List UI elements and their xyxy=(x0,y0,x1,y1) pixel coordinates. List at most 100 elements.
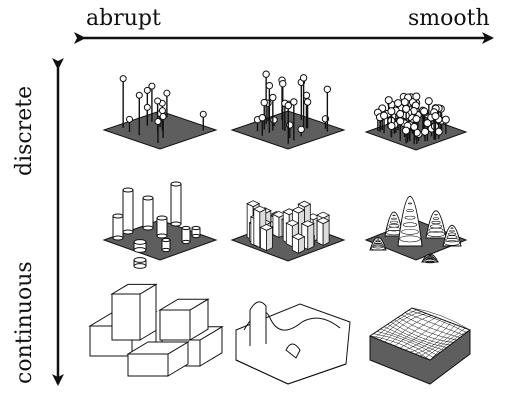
peak-contour xyxy=(434,213,438,216)
pin-head xyxy=(420,107,429,116)
peak-contour xyxy=(431,220,441,225)
peak-contour xyxy=(402,222,418,228)
mesh-line xyxy=(429,329,471,361)
pin-head xyxy=(387,121,396,130)
peak-contour xyxy=(422,258,438,264)
block-top-face xyxy=(300,220,315,228)
block-top-face xyxy=(246,200,261,208)
column-base xyxy=(133,263,147,269)
panel-continuous-middle xyxy=(235,301,351,385)
axis-label-discrete: discrete xyxy=(12,85,37,176)
column-body xyxy=(142,197,154,229)
mesh-line xyxy=(389,315,432,345)
axis-label-abrupt: abrupt xyxy=(86,6,161,31)
peak-contour xyxy=(371,244,385,249)
column-base xyxy=(161,247,171,253)
pin-head xyxy=(402,104,411,113)
block-right-face xyxy=(307,223,315,251)
pin-head xyxy=(148,82,156,90)
mesh-line xyxy=(419,326,461,357)
mesh-line xyxy=(424,327,466,359)
peak-contour xyxy=(423,257,437,262)
column-base xyxy=(156,233,168,239)
column-top xyxy=(133,257,147,263)
terrain-pit xyxy=(285,343,301,359)
pin-head xyxy=(262,70,270,78)
panel-continuous-smooth xyxy=(368,307,472,385)
terrain-step xyxy=(249,301,267,346)
mesh-line xyxy=(390,321,451,346)
block-top-face xyxy=(291,206,306,214)
block-top-face xyxy=(316,211,330,219)
axis-label-smooth: smooth xyxy=(408,6,490,31)
peak-contour xyxy=(406,209,414,212)
peak-contour xyxy=(404,215,416,220)
pin-head xyxy=(119,75,127,83)
panel-discrete-middle xyxy=(230,70,346,150)
mesh-line xyxy=(394,319,454,343)
peak-contour xyxy=(443,240,461,246)
mesh-line xyxy=(401,314,461,338)
peak-contour xyxy=(447,232,457,236)
pin-head xyxy=(394,99,403,108)
column-top xyxy=(181,225,191,231)
pin-head xyxy=(158,107,166,115)
peak-contour xyxy=(407,202,413,205)
column-top xyxy=(191,225,201,231)
peak-contour xyxy=(391,217,397,220)
block-top-face xyxy=(259,223,274,231)
panel-discrete-smooth xyxy=(364,92,468,151)
box-top xyxy=(158,298,210,311)
block-top-face xyxy=(291,233,306,241)
pin-head xyxy=(260,98,268,107)
column-base xyxy=(191,233,201,239)
block-top-face xyxy=(316,217,331,225)
mesh-line xyxy=(408,310,467,333)
axis-label-continuous: continuous xyxy=(12,261,37,384)
panel-intermediate-abrupt xyxy=(102,181,218,269)
mesh-line xyxy=(409,322,451,353)
block-left-face xyxy=(285,222,293,248)
pin-head xyxy=(402,126,411,135)
column-body xyxy=(112,215,124,239)
peak-contour xyxy=(389,220,399,224)
pin-head xyxy=(396,117,405,126)
pin-head xyxy=(297,125,305,134)
pin-head xyxy=(258,114,266,122)
peak-contour xyxy=(450,227,454,229)
pin-head xyxy=(303,98,312,106)
pin-head xyxy=(299,74,308,82)
pin-head xyxy=(284,101,292,110)
mesh-line xyxy=(376,331,437,356)
box-top xyxy=(126,341,190,355)
peak-contour xyxy=(449,230,455,233)
mesh-line xyxy=(373,333,434,358)
block-left-face xyxy=(253,208,261,249)
pin-head xyxy=(286,121,294,129)
pin-head xyxy=(396,109,405,118)
peak-contour xyxy=(432,217,440,220)
pin-head xyxy=(434,127,443,136)
panel-discrete-abrupt xyxy=(102,75,218,150)
pin-head xyxy=(431,112,440,121)
pin-head xyxy=(387,107,396,116)
pin-head xyxy=(323,85,332,93)
pin-head xyxy=(279,79,287,88)
box-top xyxy=(110,283,158,295)
block-left-face xyxy=(272,213,280,239)
column-base xyxy=(133,247,147,253)
surface-panels xyxy=(88,70,472,385)
column-base xyxy=(170,221,182,227)
box-front xyxy=(159,309,191,341)
pin-head xyxy=(163,89,171,97)
mesh-line xyxy=(404,320,447,351)
peak-contour xyxy=(445,237,459,243)
peak-contour xyxy=(373,242,383,247)
box-front xyxy=(111,293,141,341)
pin-head xyxy=(290,98,298,106)
block-top-face xyxy=(297,200,312,208)
column-body xyxy=(156,217,168,237)
column-base xyxy=(142,225,154,231)
mesh-line xyxy=(399,318,442,349)
